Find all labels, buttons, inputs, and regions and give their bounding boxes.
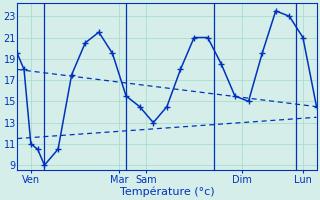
X-axis label: Température (°c): Température (°c) [120,186,214,197]
